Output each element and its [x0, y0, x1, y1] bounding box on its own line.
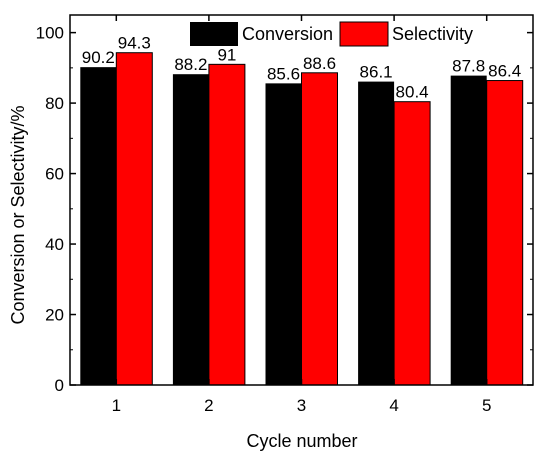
y-tick-label: 0 — [55, 376, 64, 395]
bar-selectivity-5 — [486, 80, 524, 386]
data-label-conversion-3: 85.6 — [267, 64, 300, 83]
data-label-conversion-2: 88.2 — [174, 55, 207, 74]
x-tick-label: 1 — [112, 396, 121, 415]
x-tick-label: 4 — [389, 396, 398, 415]
y-tick-label: 80 — [45, 94, 64, 113]
legend: Conversion Selectivity — [190, 21, 473, 47]
data-label-conversion-5: 87.8 — [452, 57, 485, 76]
data-label-selectivity-5: 86.4 — [488, 62, 521, 81]
y-axis: 0 20 40 60 80 100 — [36, 24, 533, 395]
data-label-selectivity-1: 94.3 — [118, 34, 151, 53]
y-axis-title: Conversion or Selectivity/% — [8, 105, 28, 324]
legend-swatch-conversion — [190, 22, 238, 46]
data-label-conversion-4: 86.1 — [360, 63, 393, 82]
legend-swatch-selectivity — [339, 21, 389, 47]
y-tick-label: 100 — [36, 24, 64, 43]
data-label-conversion-1: 90.2 — [82, 48, 115, 67]
bar-selectivity-4 — [393, 101, 431, 386]
x-tick-label: 5 — [482, 396, 491, 415]
bar-conversion-4 — [358, 81, 395, 385]
x-tick-label: 3 — [297, 396, 306, 415]
y-tick-label: 60 — [45, 165, 64, 184]
x-tick-label: 2 — [204, 396, 213, 415]
data-label-selectivity-2: 91 — [217, 45, 236, 64]
data-label-selectivity-3: 88.6 — [303, 54, 336, 73]
bar-conversion-3 — [265, 83, 302, 385]
y-tick-label: 20 — [45, 306, 64, 325]
bar-labels-layer: 90.2 88.2 85.6 86.1 87.8 94.3 91 88.6 80.4 86.4 — [82, 34, 521, 102]
y-tick-label: 40 — [45, 235, 64, 254]
legend-label-selectivity: Selectivity — [392, 24, 473, 44]
bar-selectivity-1 — [115, 52, 153, 386]
bar-conversion-2 — [172, 74, 209, 385]
bar-conversion-1 — [80, 67, 117, 386]
bar-selectivity-2 — [208, 63, 246, 386]
bar-selectivity-3 — [301, 72, 338, 386]
bars-layer — [80, 52, 524, 386]
legend-label-conversion: Conversion — [242, 24, 333, 44]
x-axis: 1 2 3 4 5 — [112, 15, 491, 415]
bar-conversion-5 — [450, 75, 487, 385]
x-axis-title: Cycle number — [246, 431, 357, 451]
data-label-selectivity-4: 80.4 — [396, 83, 429, 102]
